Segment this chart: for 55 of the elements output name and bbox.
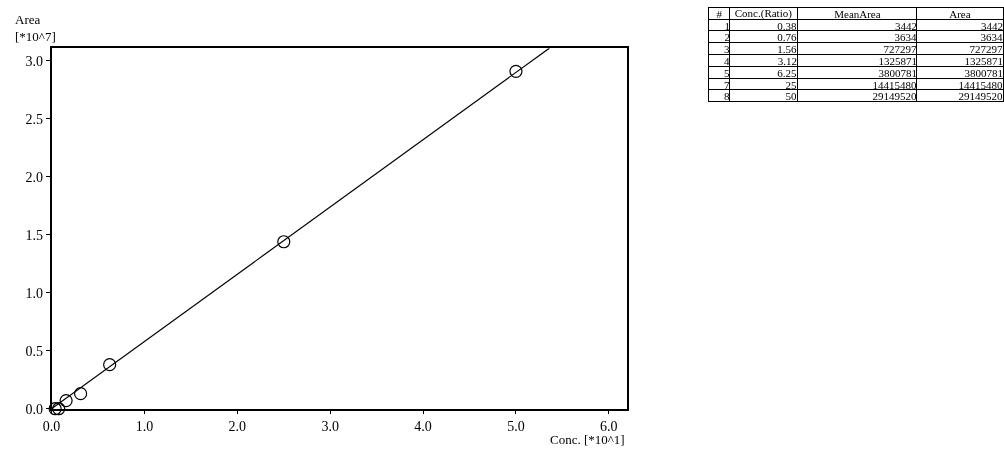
x-tick-label: 5.0	[507, 419, 525, 435]
text: 25	[785, 78, 797, 91]
x-tick-label: 2.0	[228, 419, 247, 435]
text: Area	[949, 7, 971, 20]
x-axis-title: Conc. [*10^1]	[550, 432, 625, 447]
text: 1.56	[777, 42, 797, 55]
y-tick-label: 1.5	[25, 227, 44, 243]
text: 8	[724, 89, 730, 102]
text: 3634	[980, 30, 1003, 43]
text: 5	[724, 66, 730, 79]
text: 3634	[894, 30, 917, 43]
text: 3800781	[878, 66, 917, 79]
text: 3442	[895, 19, 917, 32]
text: 727297	[969, 42, 1003, 55]
text: 3.12	[777, 54, 797, 67]
y-tick-label: 2.5	[25, 111, 44, 127]
text: 1	[724, 19, 730, 32]
point	[103, 358, 117, 372]
y-axis-title: Area [*10^7]	[15, 12, 56, 44]
text: MeanArea	[834, 7, 881, 20]
text: 0.38	[777, 19, 797, 32]
y-tick-label: 0.0	[25, 401, 44, 417]
x-tick-label: 6.0	[600, 419, 618, 435]
x-tick-label: 4.0	[414, 419, 432, 435]
text: 14415480	[872, 78, 917, 91]
text: 29149520	[958, 89, 1003, 102]
text: 50	[785, 89, 797, 102]
point	[48, 402, 62, 416]
text: 1325871	[878, 54, 917, 67]
point	[509, 64, 523, 78]
point	[59, 394, 73, 408]
text: 14415480	[958, 78, 1003, 91]
point	[74, 387, 88, 401]
text: Conc.(Ratio)	[734, 7, 793, 20]
point	[52, 402, 66, 416]
text: 7	[724, 78, 730, 91]
text: 29149520	[872, 89, 917, 102]
text: 3442	[981, 19, 1003, 32]
x-tick-label: 1.0	[135, 419, 154, 435]
text: 4	[724, 54, 730, 67]
text: 1325871	[964, 54, 1003, 67]
text: 3800781	[964, 66, 1003, 79]
x-tick-label: 3.0	[321, 419, 339, 435]
text: 0.76	[777, 30, 797, 43]
y-tick-label: 2.0	[25, 169, 44, 185]
y-tick-label: 0.5	[25, 343, 44, 359]
y-tick-label: 1.0	[25, 285, 44, 301]
text: 2	[724, 30, 730, 43]
x-tick-label: 0.0	[42, 419, 61, 435]
text: 3	[724, 42, 730, 55]
text: #	[716, 7, 723, 20]
y-tick-label: 3.0	[25, 53, 44, 69]
text: 727297	[883, 42, 917, 55]
point	[277, 235, 291, 249]
text: 6.25	[777, 66, 797, 79]
